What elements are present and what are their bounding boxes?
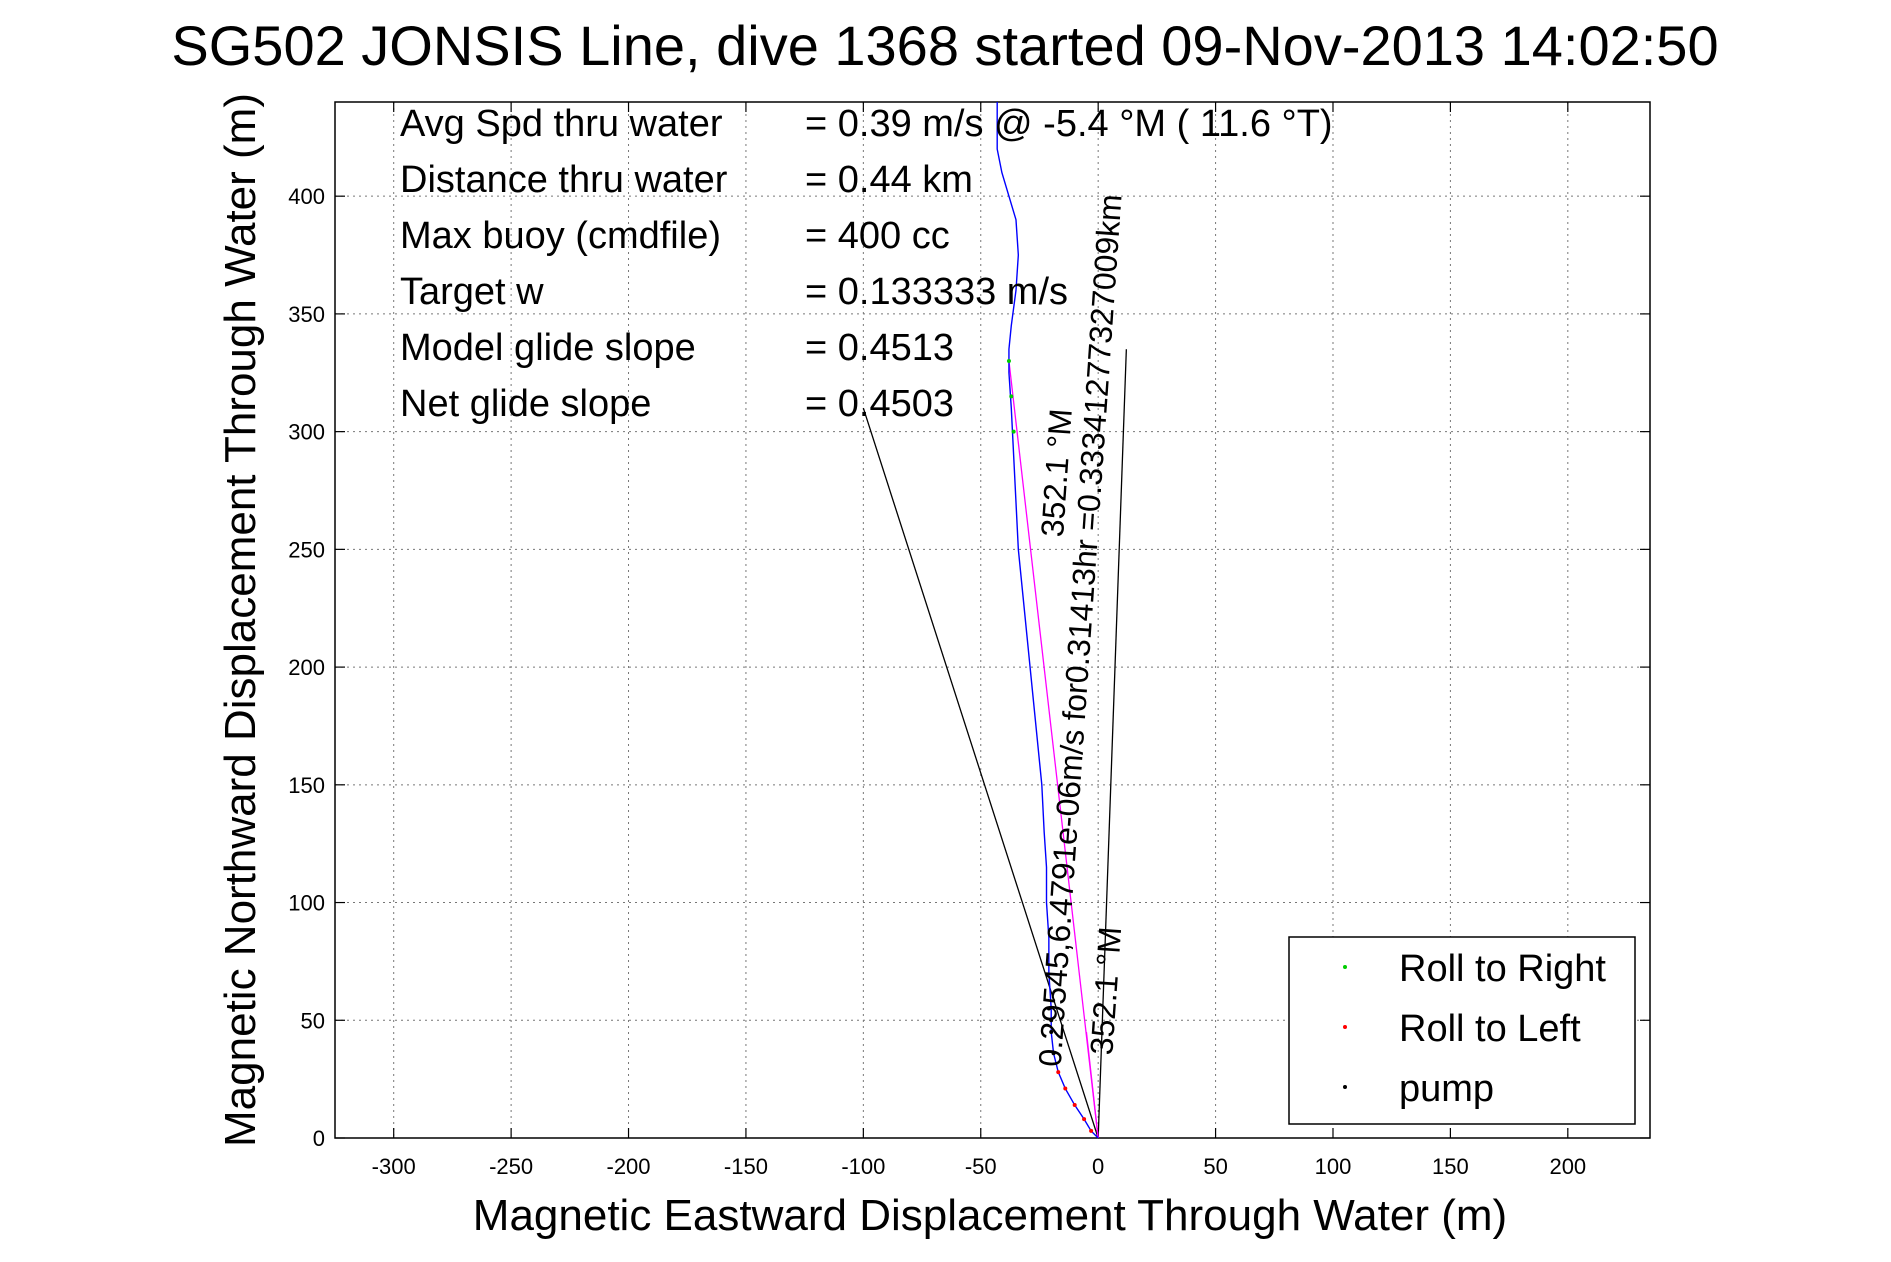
y-tick-label: 50 — [301, 1008, 325, 1033]
info-value: = 0.39 m/s @ -5.4 °M ( 11.6 °T) — [805, 103, 1333, 145]
x-tick-label: -200 — [607, 1154, 651, 1179]
legend-box — [1288, 936, 1636, 1125]
x-tick-label: -250 — [489, 1154, 533, 1179]
reference-line — [862, 407, 1099, 1139]
x-tick-label: 200 — [1549, 1154, 1586, 1179]
info-value: = 0.4503 — [805, 383, 954, 425]
info-value: = 0.133333 m/s — [805, 271, 1068, 313]
info-label: Net glide slope — [400, 383, 651, 425]
y-tick-label: 100 — [288, 891, 325, 916]
data-point — [1049, 1030, 1054, 1035]
legend: Roll to Right Roll to Left pump — [1288, 936, 1636, 1125]
info-block: Avg Spd thru water = 0.39 m/s @ -5.4 °M (… — [400, 103, 1333, 425]
legend-label: pump — [1399, 1068, 1494, 1110]
data-point — [1063, 1086, 1068, 1091]
data-point — [1006, 359, 1011, 363]
y-tick-label: 400 — [288, 184, 325, 209]
x-axis-label: Magnetic Eastward Displacement Through W… — [473, 1191, 1507, 1240]
series — [996, 102, 1099, 1139]
data-point — [1056, 1070, 1061, 1075]
chart-title: SG502 JONSIS Line, dive 1368 started 09-… — [171, 14, 1718, 77]
info-value: = 0.44 km — [805, 159, 973, 201]
reference-line — [1085, 1031, 1099, 1139]
y-tick-label: 0 — [313, 1126, 325, 1151]
data-point — [1011, 429, 1016, 434]
data-point — [1049, 1018, 1054, 1023]
y-tick-label: 150 — [288, 773, 325, 798]
y-tick-label: 350 — [288, 302, 325, 327]
x-tick-label: -150 — [724, 1154, 768, 1179]
info-label: Max buoy (cmdfile) — [400, 215, 721, 257]
annotation-label: 352.1 °M — [1083, 925, 1128, 1056]
info-label: Target w — [400, 271, 544, 313]
info-label: Distance thru water — [400, 159, 728, 201]
legend-label: Roll to Left — [1399, 1008, 1581, 1050]
data-point — [1082, 1117, 1087, 1122]
legend-marker — [1343, 965, 1347, 969]
x-tick-label: -300 — [372, 1154, 416, 1179]
annotation-label: 352.1 °M — [1034, 407, 1079, 538]
info-label: Avg Spd thru water — [400, 103, 723, 145]
x-tick-label: -100 — [841, 1154, 885, 1179]
x-tick-label: 150 — [1432, 1154, 1469, 1179]
grid — [335, 102, 1650, 1139]
reference-line — [1097, 349, 1127, 1139]
legend-label: Roll to Right — [1399, 948, 1606, 990]
reference-lines — [862, 349, 1127, 1139]
y-tick-label: 250 — [288, 537, 325, 562]
data-point — [1072, 1103, 1077, 1108]
info-value: = 400 cc — [805, 215, 950, 257]
info-label: Model glide slope — [400, 327, 696, 369]
x-tick-label: -50 — [965, 1154, 997, 1179]
x-tick-label: 50 — [1203, 1154, 1227, 1179]
data-point — [1046, 1006, 1051, 1011]
plot-frame — [334, 101, 1651, 1139]
x-tick-label: 100 — [1315, 1154, 1352, 1179]
legend-marker — [1343, 1085, 1347, 1089]
y-axis-label: Magnetic Northward Displacement Through … — [216, 93, 265, 1147]
track-line — [996, 102, 1099, 1139]
reference-line — [1008, 360, 1099, 1139]
y-tick-label: 300 — [288, 420, 325, 445]
data-point — [1051, 1051, 1056, 1056]
x-tick-label: 0 — [1092, 1154, 1104, 1179]
info-value: = 0.4513 — [805, 327, 954, 369]
x-axis-ticks: -300 -250 -200 -150 -100 -50 0 50 100 150 200 — [372, 102, 1586, 1179]
y-axis-ticks: 0 50 100 150 200 250 300 350 400 — [288, 184, 1650, 1151]
data-point — [1009, 394, 1014, 399]
y-tick-label: 200 — [288, 655, 325, 680]
legend-marker — [1343, 1025, 1347, 1029]
data-point — [1089, 1128, 1094, 1133]
